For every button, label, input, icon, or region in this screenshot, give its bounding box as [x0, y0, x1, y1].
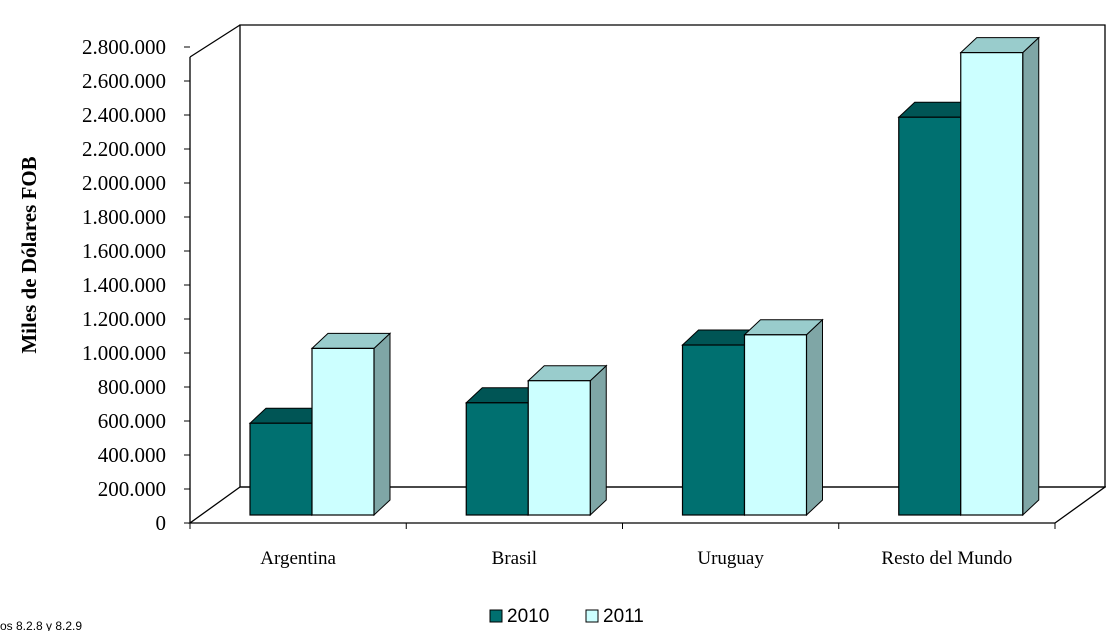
legend-swatch-2010	[489, 609, 503, 623]
legend-swatch-2011	[585, 609, 599, 623]
bar-2011-brasil	[526, 364, 608, 517]
y-axis: 0 200.000 400.000 600.000 800.000 1.000.000 1.…	[82, 35, 190, 535]
y-tick-label: 600.000	[98, 409, 166, 433]
y-tick-label: 400.000	[98, 443, 166, 467]
floor	[187, 486, 1106, 524]
y-tick-label: 1.400.000	[82, 273, 166, 297]
y-tick-label: 2.000.000	[82, 171, 166, 195]
y-tick-label: 200.000	[98, 477, 166, 501]
x-axis: Argentina Brasil Uruguay Resto del Mundo	[189, 523, 1056, 569]
legend-label-2011: 2011	[603, 606, 644, 627]
y-tick-label: 1.000.000	[82, 341, 166, 365]
y-tick-label: 800.000	[98, 375, 166, 399]
y-tick-label: 2.400.000	[82, 103, 166, 127]
y-tick-label: 2.800.000	[82, 35, 166, 59]
y-tick-label: 2.600.000	[82, 69, 166, 93]
bar-2011-uruguay	[743, 318, 824, 517]
y-tick-label: 1.200.000	[82, 307, 166, 331]
bars	[248, 36, 1041, 517]
bar-2011-resto-del-mundo	[959, 36, 1041, 517]
y-tick-label: 2.200.000	[82, 137, 166, 161]
left-wall-top-edge	[189, 24, 241, 58]
category-label: Brasil	[492, 548, 537, 569]
category-label: Argentina	[260, 548, 336, 569]
y-tick-label: 1.800.000	[82, 205, 166, 229]
y-tick-label: 1.600.000	[82, 239, 166, 263]
legend: 2010 2011	[489, 606, 644, 627]
category-label: Uruguay	[697, 548, 764, 569]
legend-label-2010: 2010	[507, 606, 549, 627]
footnote: os 8.2.8 y 8.2.9	[0, 619, 82, 631]
category-label: Resto del Mundo	[881, 548, 1012, 569]
y-axis-label: Miles de Dólares FOB	[17, 156, 41, 353]
y-tick-label: 0	[156, 511, 167, 535]
chart-frame	[187, 24, 1106, 524]
bar-2011-argentina	[310, 332, 392, 517]
